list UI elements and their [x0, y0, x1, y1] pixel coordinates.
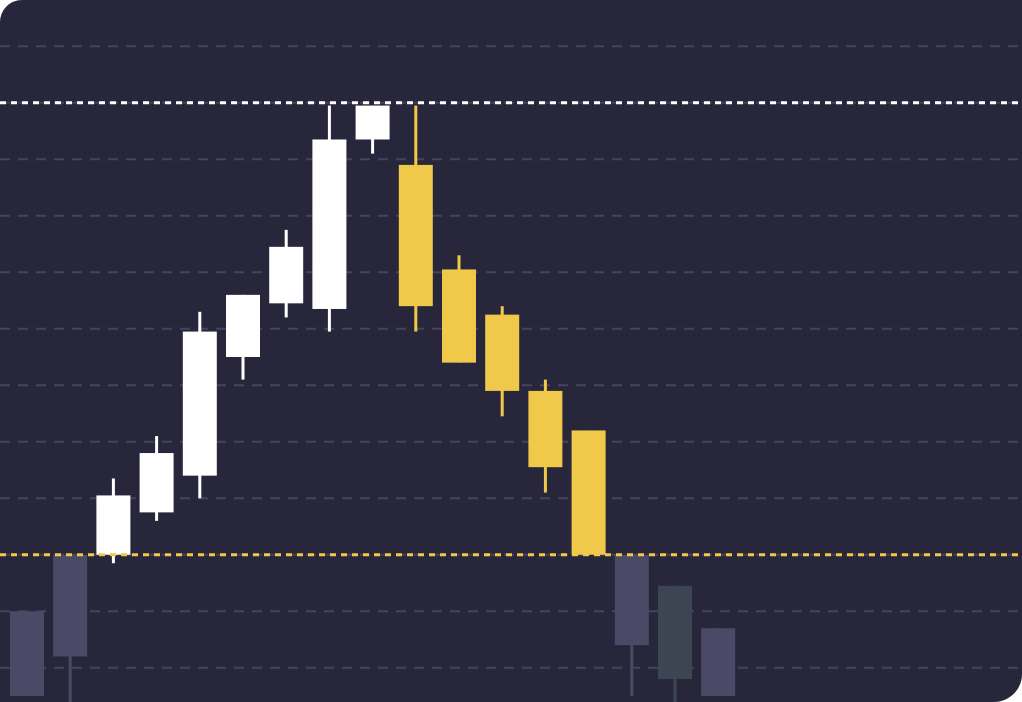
candle-body [226, 294, 260, 357]
candle-10 [442, 255, 476, 363]
candle-2 [96, 478, 131, 564]
candle-body [53, 554, 88, 657]
candle-body [442, 269, 476, 363]
candle-12 [528, 379, 563, 493]
candle-body [139, 453, 174, 513]
candle-body [658, 585, 692, 680]
candle-body [528, 390, 563, 468]
candle-13 [571, 430, 606, 555]
candle-body [312, 139, 347, 309]
candle-body [355, 105, 390, 140]
candle-15-muted [658, 585, 692, 702]
candle-6 [269, 229, 304, 318]
candle-body [96, 495, 131, 555]
candles [10, 105, 736, 702]
candle-body [398, 164, 433, 307]
candle-4 [182, 311, 217, 499]
candle-16-muted [701, 628, 736, 696]
candle-8 [355, 105, 390, 154]
candle-body [269, 246, 304, 304]
candle-14-muted [614, 554, 649, 696]
candle-body [10, 611, 44, 696]
reference-lines [0, 101, 1022, 557]
candle-7 [312, 105, 347, 332]
candle-5 [226, 294, 260, 380]
candle-body [571, 430, 606, 555]
candle-body [485, 314, 520, 391]
candle-0-muted [10, 611, 44, 696]
candle-body [182, 331, 217, 476]
candle-1-muted [53, 554, 88, 702]
candle-9 [398, 105, 433, 332]
candle-body [614, 554, 649, 646]
candle-11 [485, 306, 520, 417]
candle-3 [139, 436, 174, 521]
candle-body [701, 628, 736, 696]
